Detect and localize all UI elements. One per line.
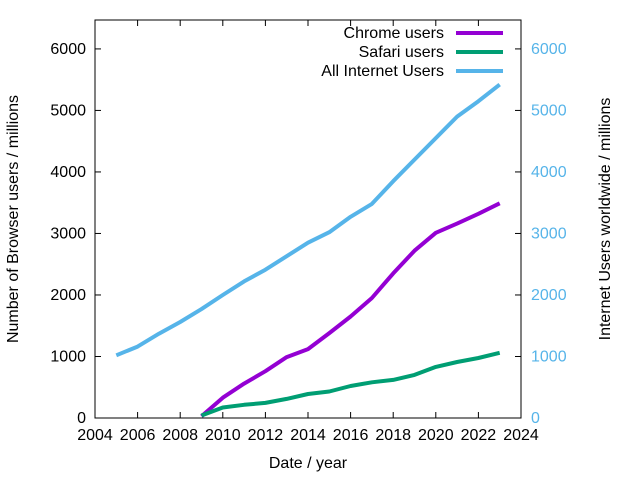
legend-label-2: All Internet Users bbox=[321, 63, 444, 80]
x-tick-label: 2004 bbox=[77, 427, 113, 444]
x-tick-label: 2020 bbox=[418, 427, 454, 444]
legend-label-1: Safari users bbox=[359, 44, 444, 61]
series-lines bbox=[115, 83, 501, 418]
x-tick-label: 2008 bbox=[162, 427, 198, 444]
y-tick-label: 6000 bbox=[50, 41, 86, 58]
x-axis-label: Date / year bbox=[269, 455, 348, 472]
y2-tick-label: 3000 bbox=[531, 225, 567, 242]
x-tick-label: 2010 bbox=[205, 427, 241, 444]
y2-tick-label: 1000 bbox=[531, 348, 567, 365]
legend-label-0: Chrome users bbox=[344, 25, 444, 42]
x-tick-label: 2024 bbox=[503, 427, 539, 444]
y2-tick-label: 6000 bbox=[531, 41, 567, 58]
x-tick-label: 2012 bbox=[248, 427, 284, 444]
y-tick-label: 0 bbox=[77, 410, 86, 427]
y2-tick-label: 2000 bbox=[531, 287, 567, 304]
y2-axis-label: Internet Users worldwide / millions bbox=[597, 98, 614, 341]
x-tick-label: 2022 bbox=[461, 427, 497, 444]
y2-tick-label: 5000 bbox=[531, 102, 567, 119]
y-tick-label: 5000 bbox=[50, 102, 86, 119]
y-tick-label: 2000 bbox=[50, 287, 86, 304]
y-axis-label: Number of Browser users / millions bbox=[5, 95, 22, 343]
series-line-all-internet-users bbox=[115, 83, 501, 358]
x-tick-label: 2016 bbox=[333, 427, 369, 444]
y2-tick-label: 4000 bbox=[531, 164, 567, 181]
y2-tick-label: 0 bbox=[531, 410, 540, 427]
y-tick-label: 4000 bbox=[50, 164, 86, 181]
y-tick-label: 3000 bbox=[50, 225, 86, 242]
x-tick-label: 2006 bbox=[120, 427, 156, 444]
plot-border bbox=[94, 19, 522, 419]
x-tick-label: 2018 bbox=[375, 427, 411, 444]
y-tick-label: 1000 bbox=[50, 348, 86, 365]
legend: Chrome users Safari users All Internet Use… bbox=[321, 25, 503, 80]
axes: 2004 2006 2008 2010 2012 2014 2016 2018 2020 2022… bbox=[50, 19, 567, 444]
series-line-chrome-users bbox=[200, 201, 501, 418]
x-tick-label: 2014 bbox=[290, 427, 326, 444]
series-line-safari-users bbox=[200, 350, 501, 418]
